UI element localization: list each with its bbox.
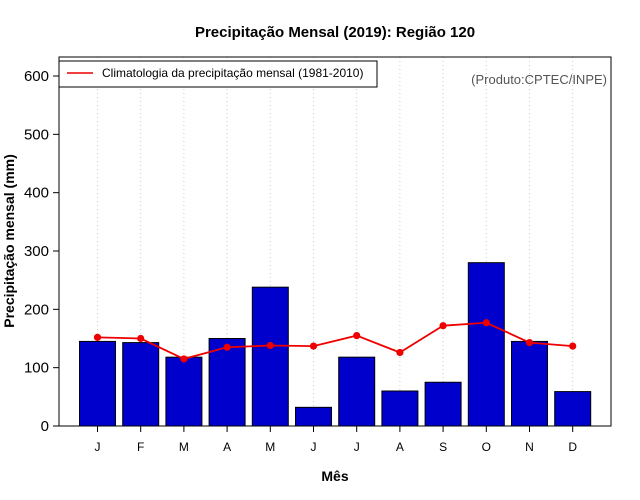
plot-frame <box>58 56 612 427</box>
climatology-point <box>569 342 577 350</box>
x-tick-label: S <box>439 440 447 454</box>
x-tick-label: F <box>137 440 144 454</box>
x-tick-label: M <box>179 440 189 454</box>
y-tick-label: 100 <box>24 360 49 377</box>
climatology-point <box>353 331 361 340</box>
x-tick-label: J <box>354 440 360 454</box>
bar-s-8 <box>424 381 462 427</box>
x-tick-label: M <box>265 440 275 454</box>
bar-j-6 <box>338 356 376 427</box>
bar-layer <box>79 262 592 427</box>
y-tick-label: 300 <box>24 243 49 260</box>
x-tick-label: J <box>311 440 317 454</box>
y-tick-label: 0 <box>41 418 49 435</box>
y-tick-label: 600 <box>24 68 49 85</box>
bar-f-1 <box>122 342 160 427</box>
line-layer <box>93 319 577 363</box>
y-tick-label: 400 <box>24 185 49 202</box>
bar-n-10 <box>511 340 548 427</box>
x-axis-label: Mês <box>321 468 348 484</box>
legend-box <box>58 60 378 88</box>
bar-j-0 <box>79 340 116 427</box>
climatology-point <box>482 319 490 327</box>
x-tick-label: A <box>396 440 404 454</box>
climatology-point <box>309 342 318 350</box>
source-annotation: (Produto:CPTEC/INPE) <box>471 72 607 87</box>
bar-o-9 <box>467 262 505 427</box>
climatology-point <box>525 338 534 347</box>
x-tick-label: O <box>482 440 491 454</box>
x-tick-label: J <box>95 440 101 454</box>
climatology-point <box>137 334 145 343</box>
y-axis: 0 100 200 300 400 500 600 <box>24 68 59 435</box>
legend: Climatologia da precipitação mensal (198… <box>58 60 378 88</box>
climatology-point <box>93 333 102 341</box>
x-tick-label: N <box>525 440 534 454</box>
y-tick-label: 500 <box>24 126 49 143</box>
y-tick-label: 200 <box>24 301 49 318</box>
climatology-point <box>396 348 404 357</box>
x-tick-label: D <box>568 440 577 454</box>
chart-title: Precipitação Mensal (2019): Região 120 <box>195 24 475 41</box>
climatology-point <box>439 322 447 330</box>
x-tick-label: A <box>223 440 231 454</box>
bar-a-7 <box>381 390 419 427</box>
climatology-point <box>223 343 231 351</box>
climatology-line <box>97 321 573 360</box>
y-axis-label: Precipitação mensal (mm) <box>1 154 17 328</box>
legend-entry: Climatologia da precipitação mensal (198… <box>102 66 363 80</box>
bar-m-4 <box>251 286 289 427</box>
climatology-point <box>266 341 274 350</box>
bar-a-3 <box>208 338 246 427</box>
bar-j-5 <box>295 406 332 427</box>
bar-d-11 <box>554 391 592 427</box>
grid-layer <box>97 57 574 426</box>
climatology-point <box>180 355 188 363</box>
bar-m-2 <box>165 356 203 427</box>
